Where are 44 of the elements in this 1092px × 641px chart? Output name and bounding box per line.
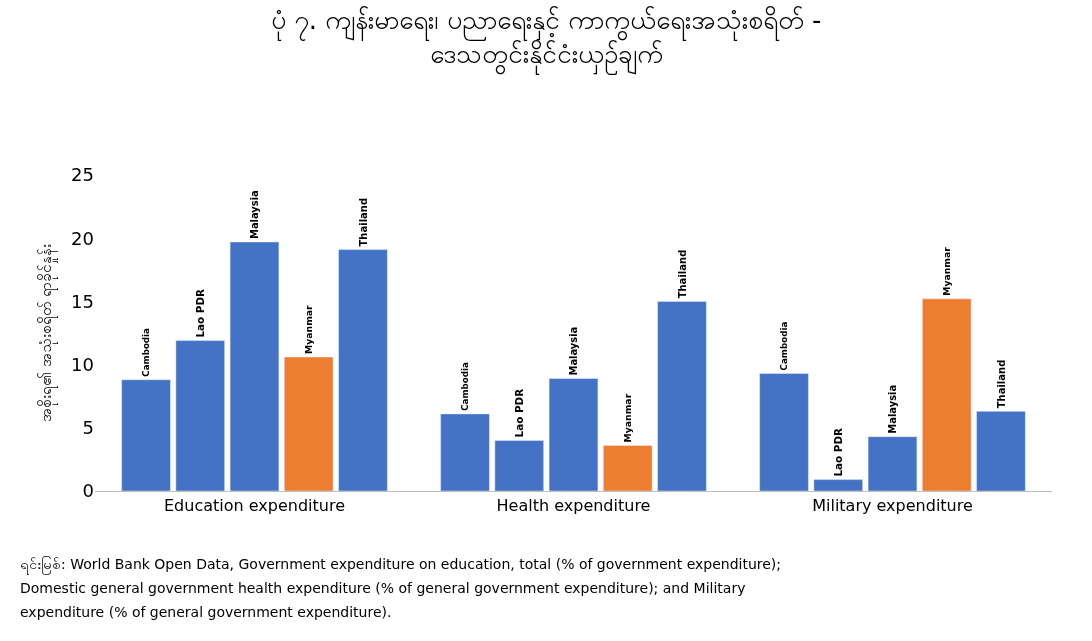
text: Thailand (676, 249, 688, 299)
bar (229, 241, 280, 491)
y-tick-label: 10 (71, 353, 94, 375)
bar (440, 413, 490, 491)
text: Lao PDR (831, 428, 844, 477)
text: Myanmar (941, 247, 953, 296)
text: Domestic general government health expenditure (% of general government expenditure); and Military (20, 580, 746, 596)
bar (121, 379, 171, 491)
chart-title: ပုံ ၇. ကျန်းမာရေး၊ ပညာရေးနှင့် ကာကွယ်ရေးအသုံးစရိတ် - ဒေသတွင်းနိုင်ငံးယှဉ်ချက် (270, 4, 822, 75)
bar (813, 479, 863, 491)
text: Cambodia (141, 327, 152, 377)
bar (548, 378, 599, 491)
bar (759, 373, 809, 491)
text: Myanmar (303, 304, 315, 354)
y-tick-label: 20 (71, 227, 94, 249)
text: Cambodia (460, 362, 471, 411)
x-tick-label: Military expenditure (812, 496, 973, 516)
y-tick-label: 15 (71, 290, 94, 312)
text: Thailand (995, 359, 1007, 409)
bar (338, 249, 388, 491)
bar (922, 298, 972, 491)
y-tick-label: 5 (82, 417, 94, 439)
bar (284, 356, 334, 491)
text: Lao PDR (512, 388, 525, 438)
text: Malaysia (249, 190, 261, 239)
x-tick-label: Education expenditure (164, 496, 345, 516)
x-tick-label: Health expenditure (496, 496, 651, 516)
text: Lao PDR (193, 288, 206, 338)
text: Malaysia (887, 384, 899, 434)
y-tick-label: 0 (82, 480, 94, 502)
text: ရင်းမြစ်: World Bank Open Data, Government expenditure on education, total (% of government expenditure); (20, 556, 782, 575)
text: Thailand (357, 197, 369, 247)
bar (603, 445, 653, 491)
text: Cambodia (779, 321, 790, 371)
bar (494, 440, 544, 491)
text: expenditure (% of general government expenditure). (20, 604, 392, 620)
text: Malaysia (568, 326, 580, 376)
text: Myanmar (622, 393, 634, 443)
bar (976, 411, 1026, 491)
bar (175, 340, 225, 491)
bar (657, 301, 707, 491)
bar (867, 436, 918, 491)
y-tick-label: 25 (71, 164, 94, 186)
y-axis-title: အစိုးရ၏ အသုံးစရိတ် ရာခိုင်နှုန်း (37, 243, 59, 423)
